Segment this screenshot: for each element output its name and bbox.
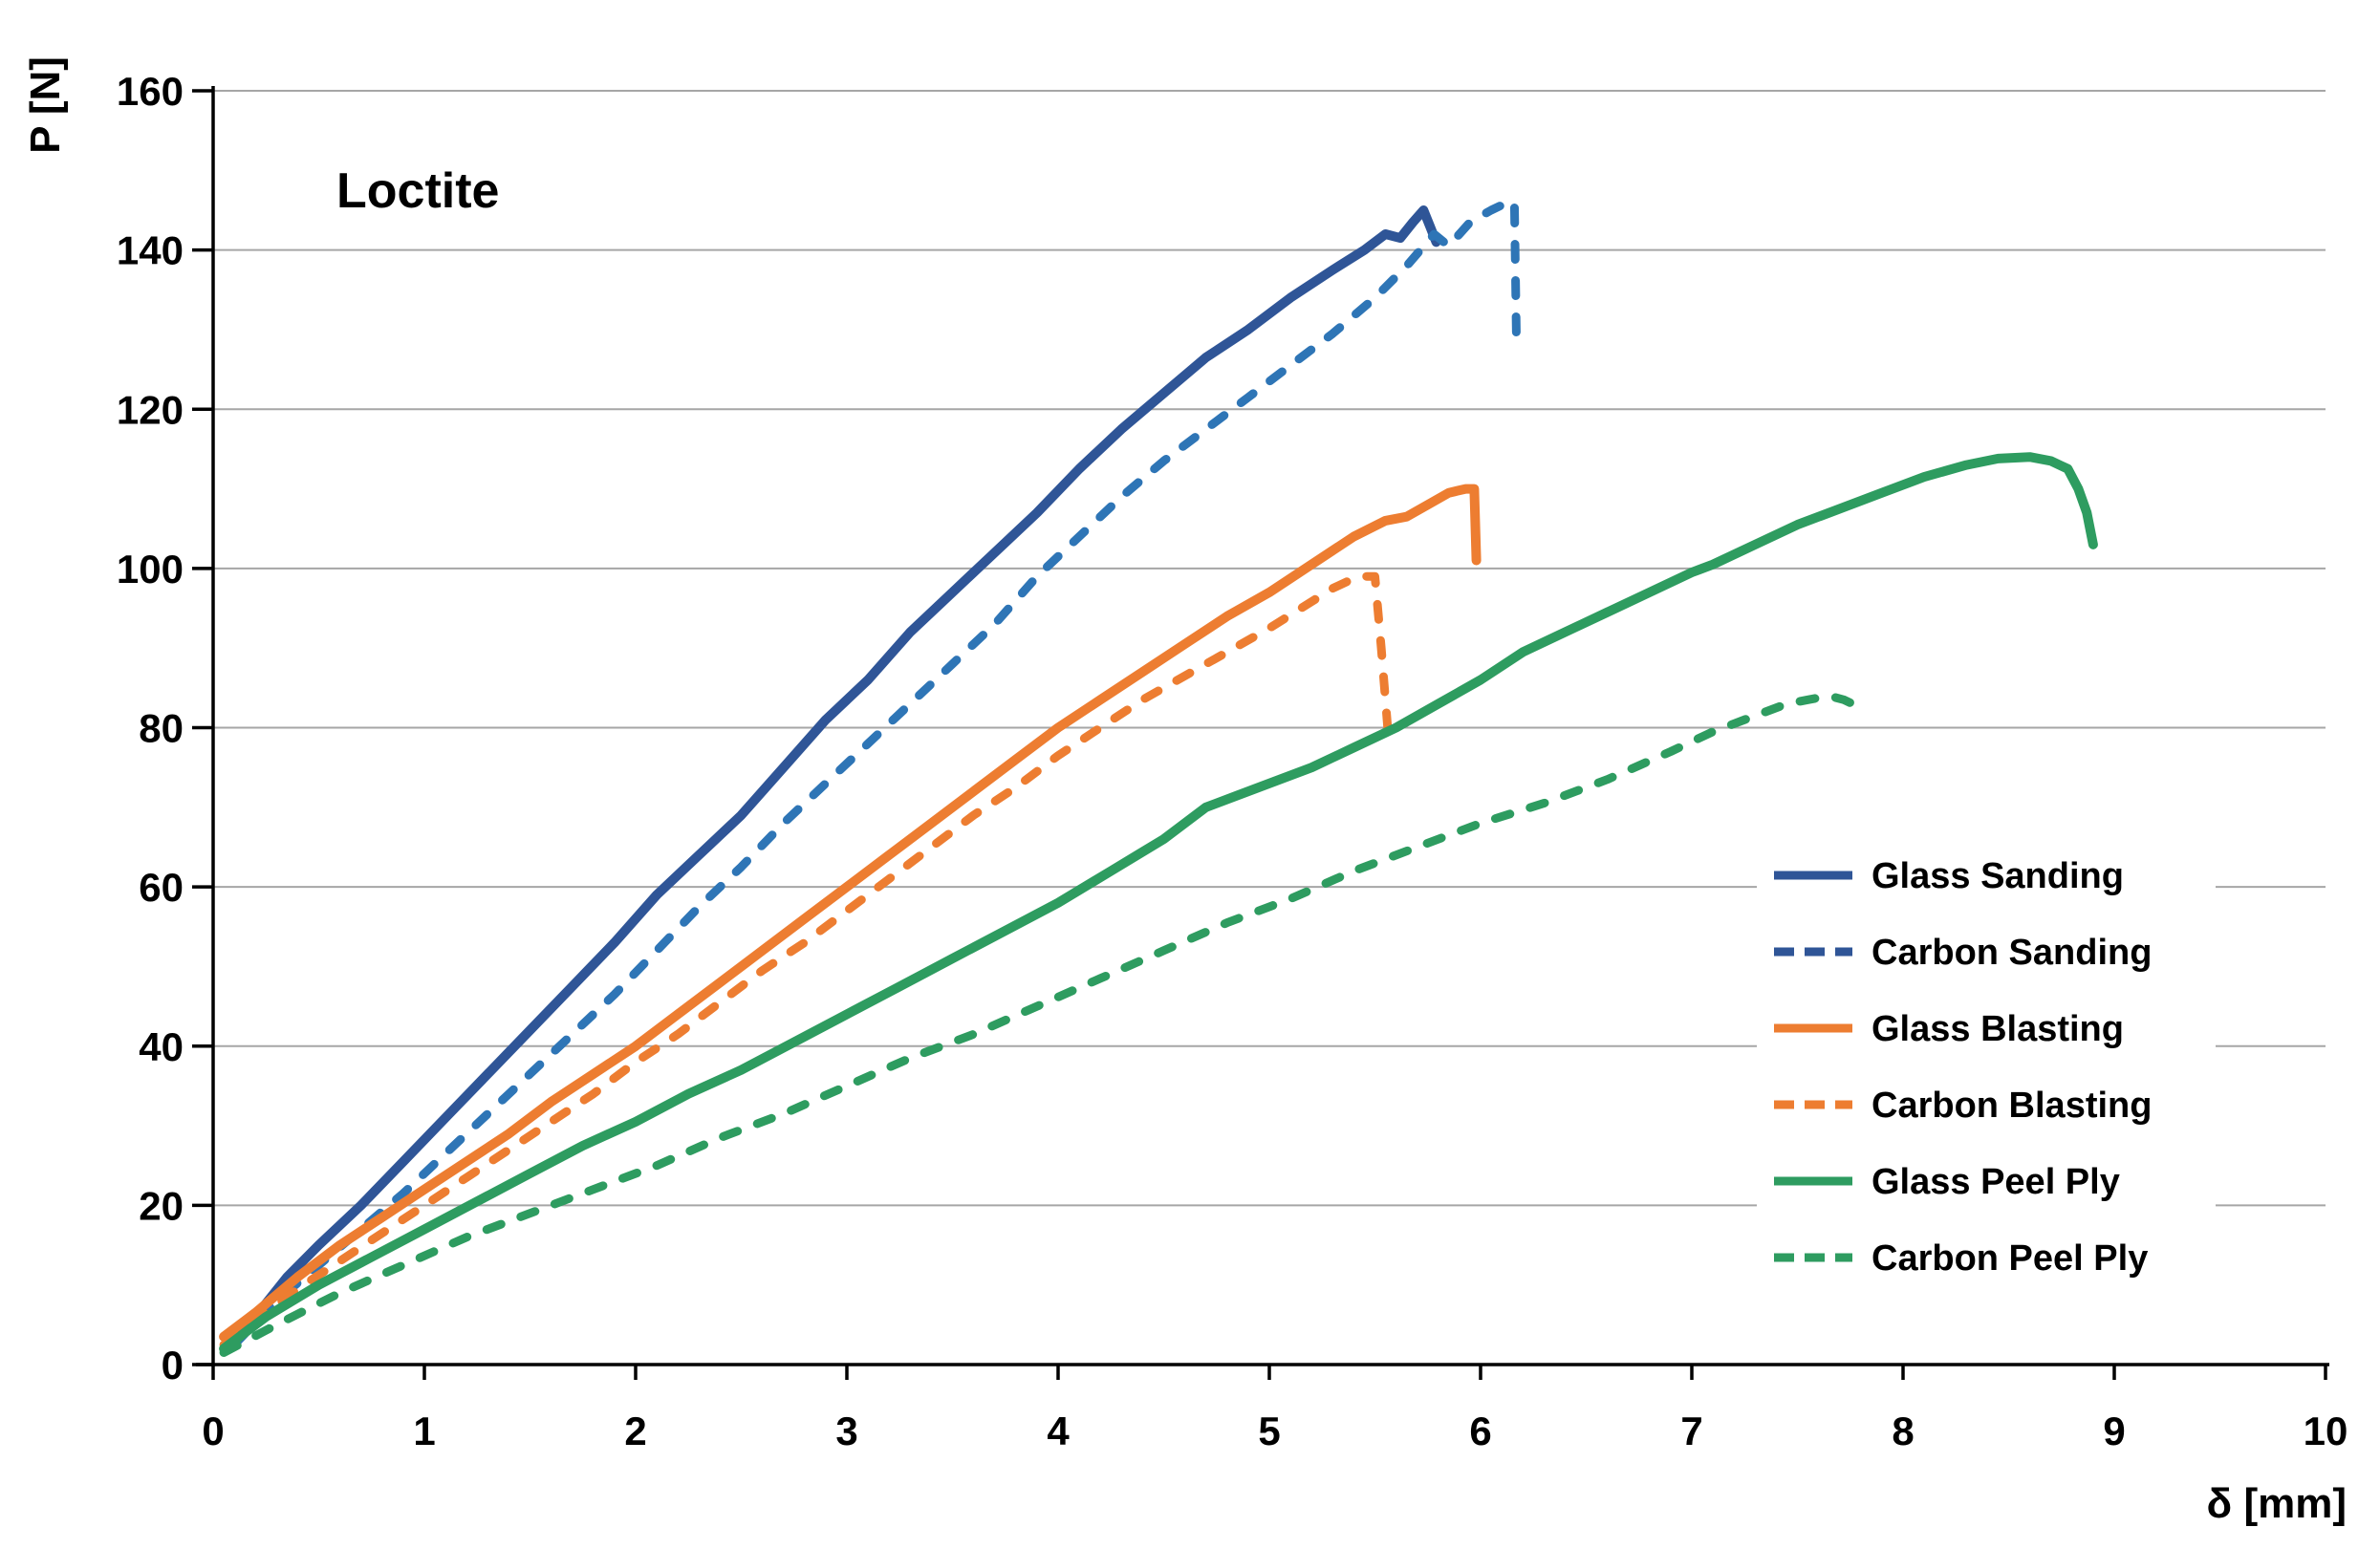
series-line-carbon-peel-ply (219, 691, 1866, 1357)
x-tick-label: 0 (202, 1409, 224, 1453)
y-tick-label: 40 (139, 1024, 184, 1069)
legend-label-carbon-blasting: Carbon Blasting (1872, 1086, 2152, 1126)
y-axis-title: P [N] (22, 56, 69, 154)
x-tick-label: 4 (1047, 1409, 1070, 1453)
x-tick-label: 2 (624, 1409, 646, 1453)
x-tick-label: 8 (1892, 1409, 1914, 1453)
series-line-glass-sanding (223, 205, 1441, 1350)
legend-label-glass-sanding: Glass Sanding (1872, 856, 2124, 896)
chart-title: Loctite (336, 163, 499, 219)
legend-item-glass-peel-ply: Glass Peel Ply (1774, 1162, 2120, 1202)
y-tick-label: 60 (139, 865, 184, 910)
legend-label-carbon-sanding: Carbon Sanding (1872, 933, 2152, 973)
y-tick-label: 140 (117, 228, 184, 273)
y-tick-label: 20 (139, 1183, 184, 1228)
legend-item-glass-sanding: Glass Sanding (1774, 856, 2124, 896)
legend-item-glass-blasting: Glass Blasting (1774, 1009, 2124, 1049)
legend: Glass Sanding Carbon Sanding Glass Blastin… (1757, 847, 2216, 1303)
series-line-carbon-sanding (229, 198, 1522, 1349)
x-tick-label: 6 (1469, 1409, 1491, 1453)
legend-background (1757, 847, 2216, 1303)
series-line-glass-blasting (219, 484, 1482, 1342)
x-tick-label: 10 (2304, 1409, 2348, 1453)
y-tick-label: 0 (162, 1343, 184, 1388)
legend-item-carbon-peel-ply: Carbon Peel Ply (1774, 1238, 2148, 1279)
legend-item-carbon-sanding: Carbon Sanding (1774, 933, 2152, 973)
series-line-carbon-blasting (219, 571, 1393, 1349)
y-tick-label: 120 (117, 387, 184, 432)
legend-label-glass-peel-ply: Glass Peel Ply (1872, 1162, 2120, 1202)
data-series-curves (219, 198, 2098, 1357)
x-tick-label: 5 (1258, 1409, 1280, 1453)
x-axis-title: δ [mm] (2207, 1480, 2347, 1527)
series-line-glass-peel-ply (219, 452, 2098, 1354)
y-tick-label: 160 (117, 69, 184, 114)
x-tick-label: 3 (835, 1409, 857, 1453)
y-tick-label: 80 (139, 706, 184, 751)
x-tick-label: 1 (413, 1409, 435, 1453)
legend-item-carbon-blasting: Carbon Blasting (1774, 1086, 2152, 1126)
x-tick-label: 7 (1680, 1409, 1702, 1453)
legend-label-glass-blasting: Glass Blasting (1872, 1009, 2124, 1049)
x-tick-label: 9 (2103, 1409, 2125, 1453)
legend-label-carbon-peel-ply: Carbon Peel Ply (1872, 1238, 2148, 1279)
axes (192, 86, 2329, 1380)
y-tick-label: 100 (117, 547, 184, 592)
